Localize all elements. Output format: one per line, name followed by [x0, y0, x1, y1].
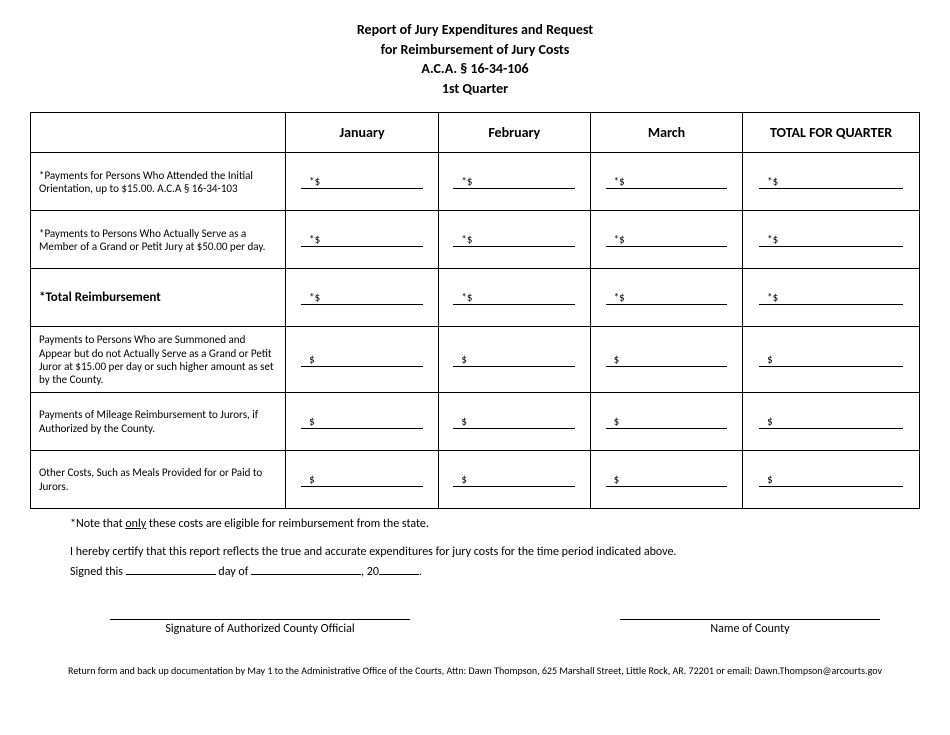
- amount-field[interactable]: $: [301, 473, 423, 487]
- amount-cell[interactable]: $: [438, 393, 590, 451]
- table-row: *Total Reimbursement *$ *$ *$ *$: [31, 269, 920, 327]
- amount-field[interactable]: $: [453, 473, 575, 487]
- county-name-block: Name of County: [620, 619, 880, 636]
- signature-official-block: Signature of Authorized County Official: [110, 619, 410, 636]
- amount-cell[interactable]: *$: [590, 211, 742, 269]
- amount-field[interactable]: $: [453, 353, 575, 367]
- amount-field[interactable]: $: [759, 415, 903, 429]
- row-label: *Total Reimbursement: [31, 269, 286, 327]
- footnote: *Note that only these costs are eligible…: [70, 517, 920, 531]
- amount-cell[interactable]: $: [590, 327, 742, 393]
- expenditure-table: January February March TOTAL FOR QUARTER…: [30, 112, 920, 509]
- amount-cell[interactable]: $: [743, 451, 920, 509]
- row-label: *Payments for Persons Who Attended the I…: [31, 153, 286, 211]
- return-instructions: Return form and back up documentation by…: [30, 664, 920, 677]
- amount-cell[interactable]: *$: [438, 269, 590, 327]
- amount-cell[interactable]: $: [286, 451, 438, 509]
- amount-cell[interactable]: *$: [286, 153, 438, 211]
- sign-mid: day of: [216, 565, 251, 579]
- amount-field[interactable]: *$: [453, 233, 575, 247]
- amount-field[interactable]: *$: [759, 233, 903, 247]
- amount-field[interactable]: *$: [301, 175, 423, 189]
- amount-field[interactable]: *$: [759, 175, 903, 189]
- col-month-1: January: [286, 113, 438, 153]
- footnote-post: these costs are eligible for reimburseme…: [146, 517, 429, 531]
- table-row: Payments of Mileage Reimbursement to Jur…: [31, 393, 920, 451]
- header-line-4: 1st Quarter: [30, 79, 920, 99]
- amount-field[interactable]: *$: [453, 291, 575, 305]
- amount-field[interactable]: *$: [301, 291, 423, 305]
- table-row: *Payments for Persons Who Attended the I…: [31, 153, 920, 211]
- amount-field[interactable]: $: [606, 473, 728, 487]
- amount-field[interactable]: *$: [759, 291, 903, 305]
- table-header-row: January February March TOTAL FOR QUARTER: [31, 113, 920, 153]
- row-label: *Payments to Persons Who Actually Serve …: [31, 211, 286, 269]
- amount-cell[interactable]: *$: [590, 269, 742, 327]
- amount-cell[interactable]: *$: [743, 211, 920, 269]
- amount-cell[interactable]: *$: [743, 153, 920, 211]
- sign-date-line: Signed this day of , 20.: [70, 565, 920, 579]
- county-name-label: Name of County: [620, 619, 880, 636]
- amount-cell[interactable]: $: [438, 451, 590, 509]
- amount-cell[interactable]: $: [286, 327, 438, 393]
- amount-cell[interactable]: $: [743, 393, 920, 451]
- sign-pre: Signed this: [70, 565, 126, 579]
- amount-cell[interactable]: $: [743, 327, 920, 393]
- amount-cell[interactable]: *$: [743, 269, 920, 327]
- blank-year[interactable]: [379, 574, 419, 575]
- col-total: TOTAL FOR QUARTER: [743, 113, 920, 153]
- amount-field[interactable]: $: [301, 353, 423, 367]
- table-row: *Payments to Persons Who Actually Serve …: [31, 211, 920, 269]
- sign-end: .: [419, 565, 422, 579]
- amount-field[interactable]: $: [453, 415, 575, 429]
- amount-field[interactable]: $: [606, 415, 728, 429]
- row-label: Other Costs, Such as Meals Provided for …: [31, 451, 286, 509]
- signature-row: Signature of Authorized County Official …: [110, 619, 880, 636]
- amount-field[interactable]: *$: [606, 291, 728, 305]
- amount-cell[interactable]: *$: [286, 269, 438, 327]
- amount-cell[interactable]: $: [286, 393, 438, 451]
- row-label: Payments of Mileage Reimbursement to Jur…: [31, 393, 286, 451]
- table-row: Payments to Persons Who are Summoned and…: [31, 327, 920, 393]
- amount-cell[interactable]: *$: [438, 153, 590, 211]
- table-row: Other Costs, Such as Meals Provided for …: [31, 451, 920, 509]
- header-line-1: Report of Jury Expenditures and Request: [30, 20, 920, 40]
- header-line-2: for Reimbursement of Jury Costs: [30, 40, 920, 60]
- footnote-pre: *Note that: [70, 517, 125, 531]
- blank-day[interactable]: [126, 574, 216, 575]
- amount-cell[interactable]: $: [590, 451, 742, 509]
- blank-month[interactable]: [251, 574, 361, 575]
- amount-cell[interactable]: $: [438, 327, 590, 393]
- amount-field[interactable]: $: [301, 415, 423, 429]
- amount-cell[interactable]: $: [590, 393, 742, 451]
- amount-field[interactable]: $: [759, 353, 903, 367]
- amount-field[interactable]: $: [606, 353, 728, 367]
- footnote-underline: only: [125, 517, 146, 531]
- amount-field[interactable]: *$: [606, 233, 728, 247]
- amount-field[interactable]: *$: [606, 175, 728, 189]
- amount-field[interactable]: $: [759, 473, 903, 487]
- form-header: Report of Jury Expenditures and Request …: [30, 20, 920, 98]
- col-month-2: February: [438, 113, 590, 153]
- col-blank: [31, 113, 286, 153]
- amount-cell[interactable]: *$: [438, 211, 590, 269]
- amount-field[interactable]: *$: [301, 233, 423, 247]
- signature-official-label: Signature of Authorized County Official: [110, 619, 410, 636]
- row-label: Payments to Persons Who are Summoned and…: [31, 327, 286, 393]
- header-line-3: A.C.A. § 16-34-106: [30, 59, 920, 79]
- certification-text: I hereby certify that this report reflec…: [70, 545, 920, 559]
- amount-cell[interactable]: *$: [590, 153, 742, 211]
- sign-year: , 20: [361, 565, 379, 579]
- col-month-3: March: [590, 113, 742, 153]
- amount-cell[interactable]: *$: [286, 211, 438, 269]
- amount-field[interactable]: *$: [453, 175, 575, 189]
